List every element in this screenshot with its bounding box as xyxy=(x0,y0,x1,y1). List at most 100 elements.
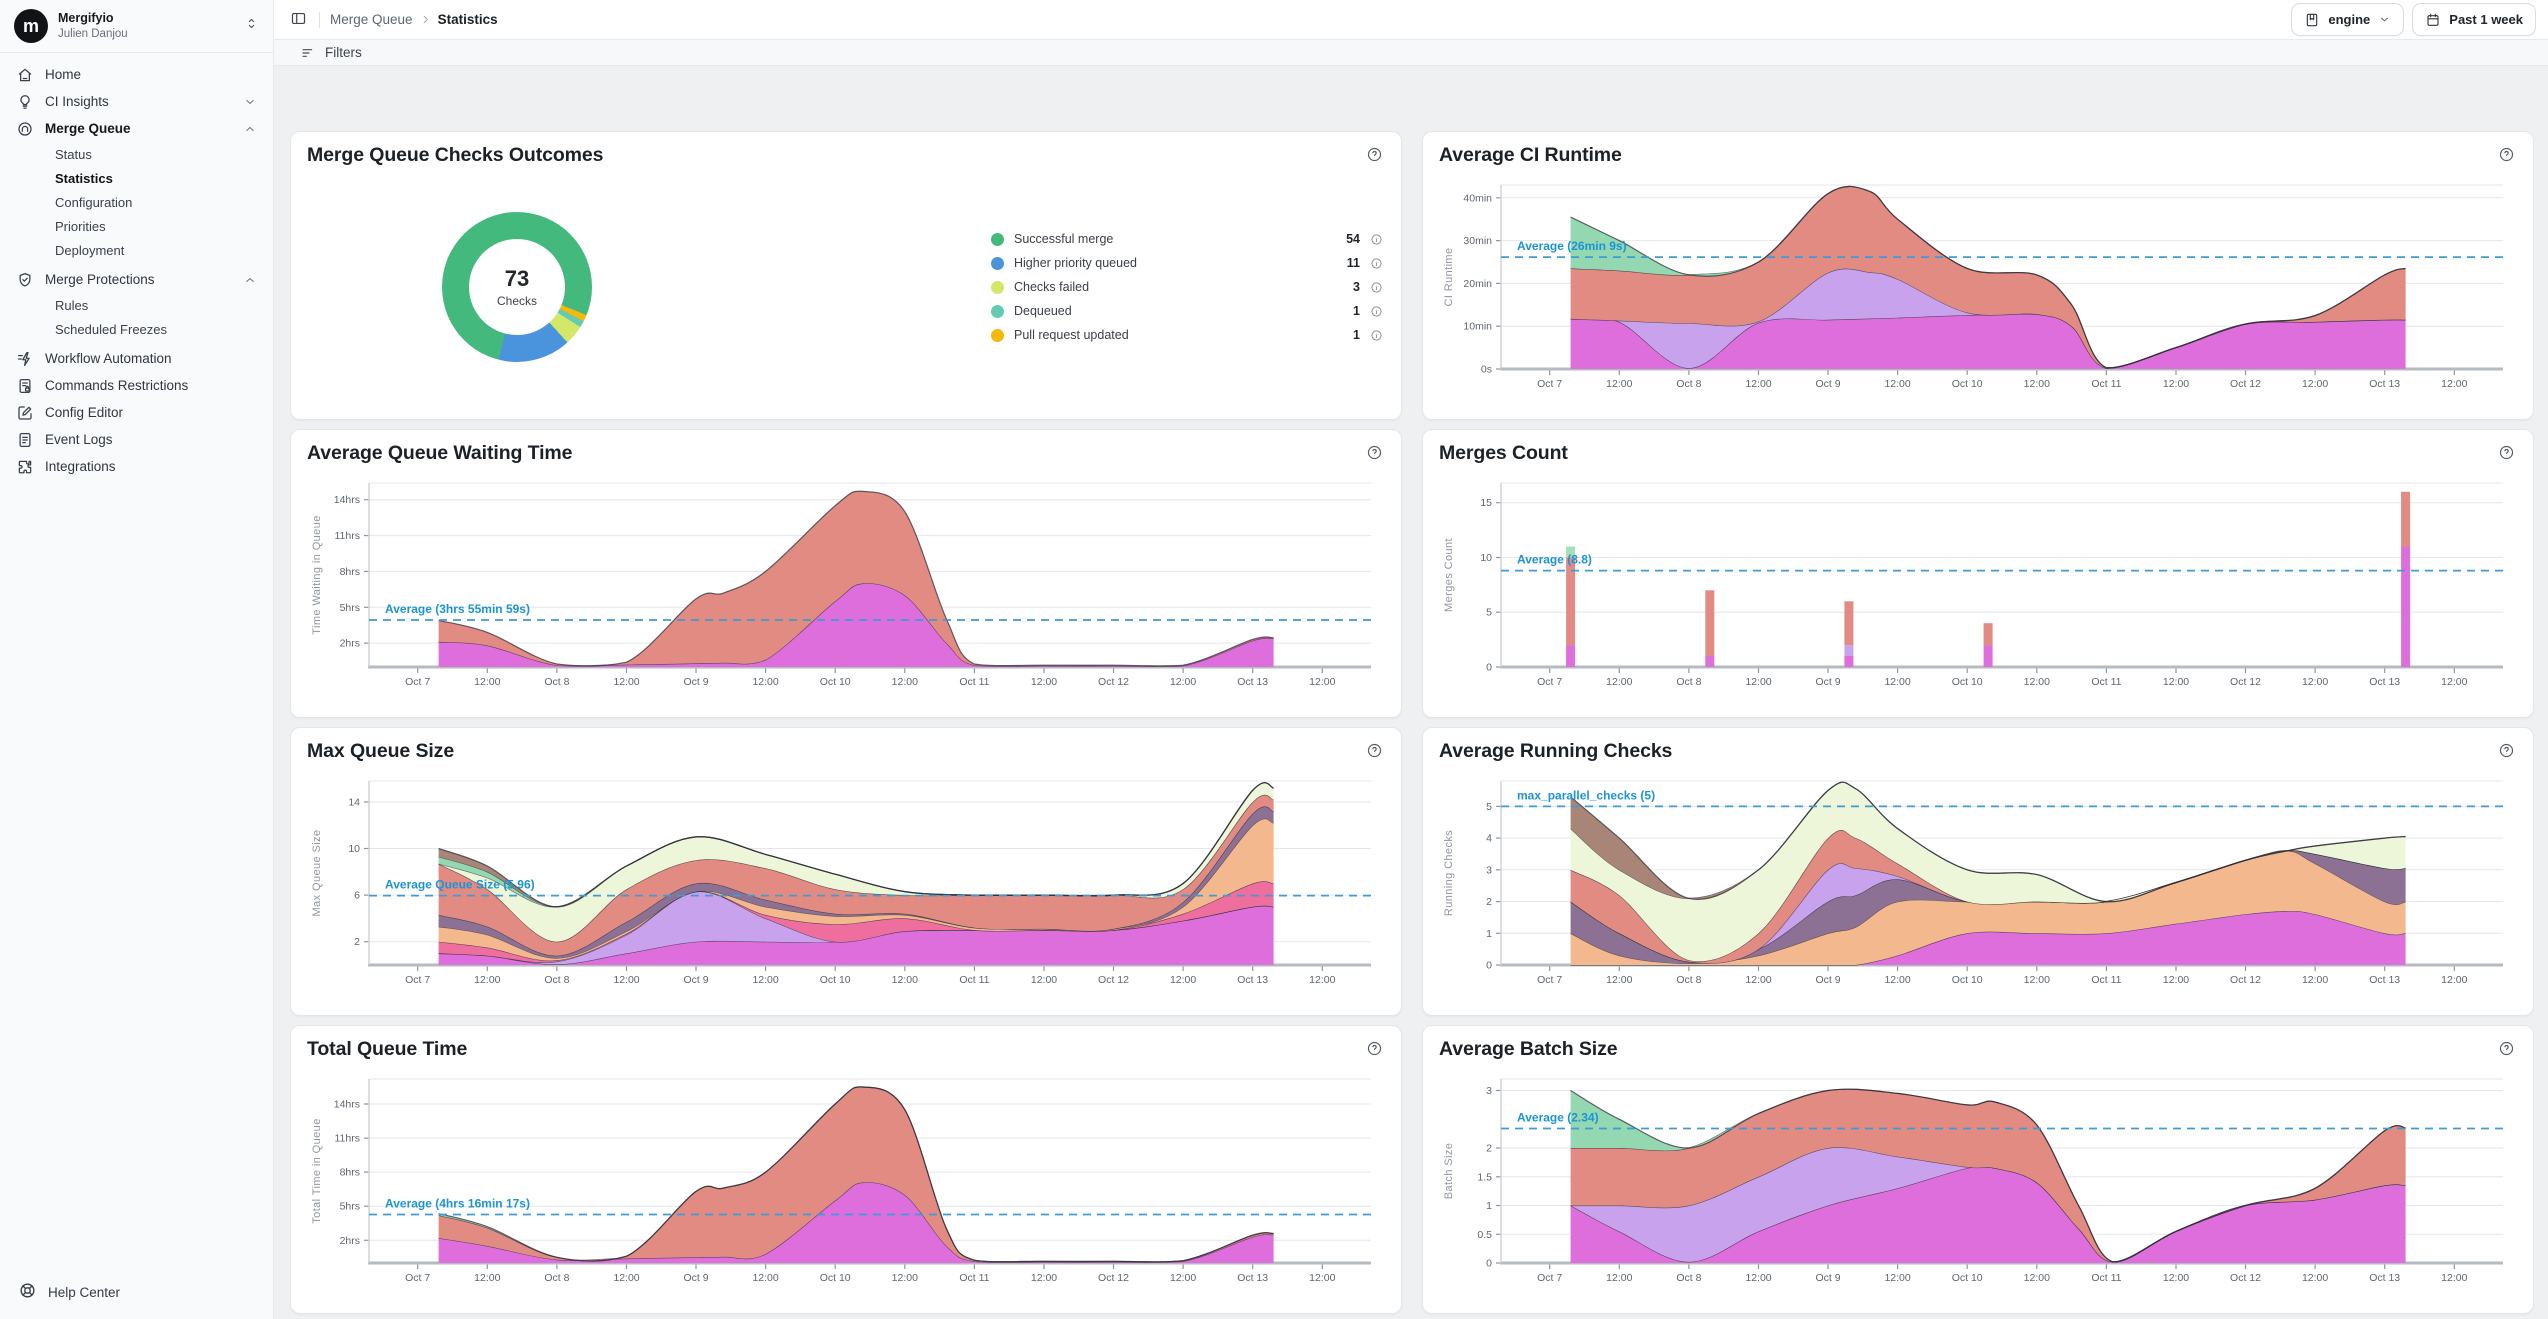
sidebar-item-commands-restrictions[interactable]: Commands Restrictions xyxy=(8,372,265,399)
series-queue-e xyxy=(1570,830,2406,964)
svg-text:Oct 9: Oct 9 xyxy=(1815,1272,1840,1284)
svg-text:12:00: 12:00 xyxy=(2163,1272,2189,1284)
chevron-down-icon xyxy=(2378,13,2391,26)
help-icon[interactable] xyxy=(2496,1038,2517,1059)
svg-text:Oct 10: Oct 10 xyxy=(1952,1272,1983,1284)
svg-text:Oct 10: Oct 10 xyxy=(1952,378,1983,390)
svg-text:12:00: 12:00 xyxy=(1309,676,1335,688)
donut-total-label: Checks xyxy=(496,294,537,308)
sidebar-item-statistics[interactable]: Statistics xyxy=(55,170,113,186)
sidebar-item-rules[interactable]: Rules xyxy=(55,297,89,313)
svg-text:14: 14 xyxy=(348,797,360,809)
lifebuoy-icon xyxy=(18,1281,37,1303)
series-queue-b xyxy=(1570,1147,2406,1262)
lightbulb-icon xyxy=(16,93,34,111)
sidebar-item-deployment[interactable]: Deployment xyxy=(55,242,125,258)
breadcrumb-merge-queue[interactable]: Merge Queue xyxy=(330,12,413,27)
sidebar-item-priorities[interactable]: Priorities xyxy=(55,218,106,234)
queue-waiting-time-chart[interactable]: 2hrs 5hrs 8hrs 11hrs 14hrs Oct 7 12:00 Oct 8 12:… xyxy=(307,469,1385,697)
card-title: Average Running Checks xyxy=(1439,740,1673,762)
bar-segment xyxy=(1705,656,1715,667)
bar-segment xyxy=(1844,656,1854,667)
merges-count-chart[interactable]: 0 5 10 15 Oct 7 12:00 Oct 8 12:00 Oct 9 12:00 Oct … xyxy=(1439,469,2517,697)
y-axis-label: CI Runtime xyxy=(1443,247,1455,306)
info-icon[interactable] xyxy=(1370,233,1383,246)
help-icon[interactable] xyxy=(2496,442,2517,463)
workflow-bolt-icon xyxy=(16,350,34,368)
sidebar-item-merge-queue[interactable]: Merge Queue xyxy=(8,115,265,142)
reference-line-label: Average (8.8) xyxy=(1517,553,1592,567)
info-icon[interactable] xyxy=(1370,257,1383,270)
bar-segment xyxy=(1983,623,1993,646)
legend-dot xyxy=(991,232,1004,246)
sidebar-toggle-button[interactable] xyxy=(288,8,309,32)
filters-button[interactable]: Filters xyxy=(300,45,362,61)
date-range-value: Past 1 week xyxy=(2449,12,2523,27)
sidebar-item-home[interactable]: Home xyxy=(8,61,265,88)
ci-runtime-chart[interactable]: 0s 10min 20min 30min 40min Oct 7 12:00 Oct 8 12:… xyxy=(1439,171,2517,399)
sidebar-item-integrations[interactable]: Integrations xyxy=(8,453,265,480)
help-icon[interactable] xyxy=(1364,144,1385,165)
sidebar-item-configuration[interactable]: Configuration xyxy=(55,194,133,210)
svg-text:1.5: 1.5 xyxy=(1477,1171,1492,1183)
sidebar-item-event-logs[interactable]: Event Logs xyxy=(8,426,265,453)
series-queue-c xyxy=(1570,1089,2406,1262)
help-icon[interactable] xyxy=(1364,1038,1385,1059)
sidebar-item-merge-protections[interactable]: Merge Protections xyxy=(8,266,265,293)
bar-segment xyxy=(1705,590,1715,656)
svg-text:11hrs: 11hrs xyxy=(335,530,361,542)
svg-text:Oct 13: Oct 13 xyxy=(2369,378,2400,390)
sidebar-item-scheduled-freezes[interactable]: Scheduled Freezes xyxy=(55,321,168,337)
org-user: Julien Danjou xyxy=(58,27,128,40)
card-max-queue-size: Max Queue Size 2 6 10 14 Oct 7 12:00 Oct 8 12:0… xyxy=(290,727,1402,1016)
org-switcher[interactable]: m Mergifyio Julien Danjou xyxy=(0,0,273,53)
series-queue-b xyxy=(438,1086,1274,1263)
sidebar-item-config-editor[interactable]: Config Editor xyxy=(8,399,265,426)
divider xyxy=(319,11,320,28)
svg-text:Oct 8: Oct 8 xyxy=(1676,676,1701,688)
max-queue-size-chart[interactable]: 2 6 10 14 Oct 7 12:00 Oct 8 12:00 Oct 9 12:00 Oct … xyxy=(307,767,1385,995)
batch-size-chart[interactable]: 0 0.5 1 1.5 2 3 Oct 7 12:00 Oct 8 12:00 Oct 9 12:00… xyxy=(1439,1065,2517,1293)
card-title: Total Queue Time xyxy=(307,1038,468,1060)
chevron-up-icon xyxy=(243,122,257,136)
svg-text:Oct 7: Oct 7 xyxy=(1537,676,1562,688)
y-axis-label: Max Queue Size xyxy=(311,830,323,917)
info-icon[interactable] xyxy=(1370,329,1383,342)
card-merge-queue-checks-outcomes: Merge Queue Checks Outcomes 73 Checks Su… xyxy=(290,131,1402,420)
help-icon[interactable] xyxy=(2496,740,2517,761)
date-range-button[interactable]: Past 1 week xyxy=(2412,3,2536,36)
svg-text:Oct 13: Oct 13 xyxy=(1237,1272,1268,1284)
svg-text:Oct 9: Oct 9 xyxy=(1815,676,1840,688)
sidebar-item-status[interactable]: Status xyxy=(55,146,92,162)
card-average-batch-size: Average Batch Size 0 0.5 1 1.5 2 3 Oct 7 12:00 O… xyxy=(1422,1025,2534,1314)
svg-text:12:00: 12:00 xyxy=(1884,1272,1910,1284)
reference-line-label: Average (4hrs 16min 17s) xyxy=(385,1197,530,1211)
svg-text:12:00: 12:00 xyxy=(1745,1272,1771,1284)
help-icon[interactable] xyxy=(1364,740,1385,761)
help-icon[interactable] xyxy=(1364,442,1385,463)
breadcrumb: Merge Queue Statistics xyxy=(330,12,498,27)
svg-text:Oct 12: Oct 12 xyxy=(2230,974,2261,986)
svg-text:12:00: 12:00 xyxy=(1309,974,1335,986)
info-icon[interactable] xyxy=(1370,281,1383,294)
repository-selector[interactable]: engine xyxy=(2291,3,2405,36)
svg-text:12:00: 12:00 xyxy=(474,1272,500,1284)
svg-text:12:00: 12:00 xyxy=(752,974,778,986)
sidebar-item-workflow-automation[interactable]: Workflow Automation xyxy=(8,345,265,372)
legend-item: Higher priority queued 11 xyxy=(991,256,1383,270)
svg-text:3: 3 xyxy=(1486,864,1492,876)
outcomes-donut-chart[interactable]: 73 Checks xyxy=(442,212,592,362)
svg-text:Oct 10: Oct 10 xyxy=(820,676,851,688)
help-center-button[interactable]: Help Center xyxy=(0,1265,273,1319)
svg-text:4: 4 xyxy=(1486,833,1492,845)
running-checks-chart[interactable]: 0 1 2 3 4 5 Oct 7 12:00 Oct 8 12:00 Oct 9 12:00 Oct … xyxy=(1439,767,2517,995)
svg-text:Oct 8: Oct 8 xyxy=(1676,378,1701,390)
help-icon[interactable] xyxy=(2496,144,2517,165)
legend-dot xyxy=(991,256,1004,270)
y-axis-label: Running Checks xyxy=(1443,830,1455,916)
total-queue-time-chart[interactable]: 2hrs 5hrs 8hrs 11hrs 14hrs Oct 7 12:00 Oct 8 12:… xyxy=(307,1065,1385,1293)
svg-text:12:00: 12:00 xyxy=(1606,378,1632,390)
sidebar-item-ci-insights[interactable]: CI Insights xyxy=(8,88,265,115)
info-icon[interactable] xyxy=(1370,305,1383,318)
